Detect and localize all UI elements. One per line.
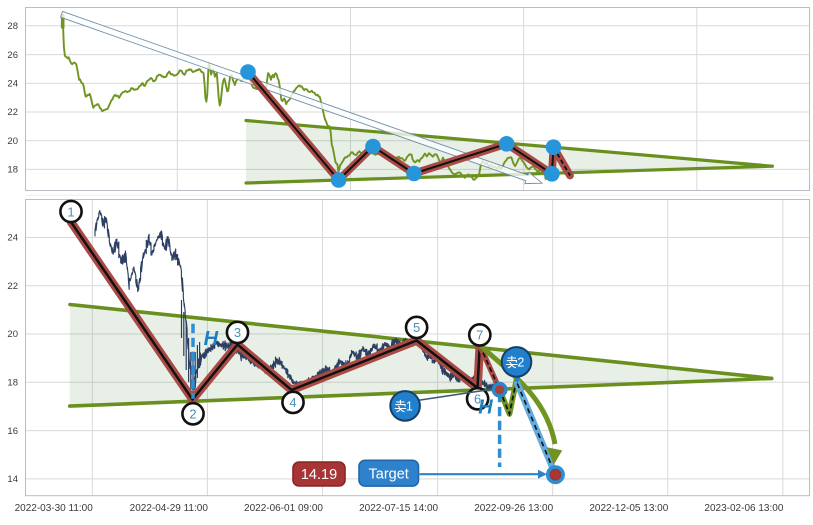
svg-text:2022-04-29 11:00: 2022-04-29 11:00: [130, 503, 209, 514]
svg-text:2: 2: [517, 356, 524, 370]
svg-text:20: 20: [7, 329, 18, 340]
svg-text:3: 3: [234, 325, 241, 340]
svg-text:2022-09-26 13:00: 2022-09-26 13:00: [474, 503, 553, 514]
svg-text:1: 1: [67, 204, 74, 219]
svg-text:H: H: [204, 328, 219, 350]
svg-text:2022-06-01 09:00: 2022-06-01 09:00: [244, 503, 323, 514]
svg-text:1: 1: [406, 400, 413, 414]
svg-text:2022-12-05 13:00: 2022-12-05 13:00: [589, 503, 668, 514]
svg-text:22: 22: [7, 281, 18, 292]
svg-text:2: 2: [189, 407, 196, 422]
svg-text:H: H: [478, 397, 493, 419]
svg-text:18: 18: [7, 165, 18, 176]
svg-text:14: 14: [7, 474, 18, 485]
svg-text:2022-07-15 14:00: 2022-07-15 14:00: [359, 503, 438, 514]
svg-text:2023-02-06 13:00: 2023-02-06 13:00: [704, 503, 783, 514]
svg-text:14.19: 14.19: [301, 467, 337, 483]
svg-text:28: 28: [7, 21, 18, 32]
svg-text:24: 24: [7, 79, 18, 90]
svg-text:24: 24: [7, 233, 18, 244]
svg-text:5: 5: [413, 320, 420, 335]
svg-text:Target: Target: [369, 467, 409, 483]
svg-text:2022-03-30 11:00: 2022-03-30 11:00: [15, 503, 94, 514]
svg-text:20: 20: [7, 136, 18, 147]
svg-text:18: 18: [7, 378, 18, 389]
svg-text:26: 26: [7, 50, 18, 61]
svg-text:7: 7: [476, 328, 483, 343]
svg-text:4: 4: [289, 395, 296, 410]
svg-text:6: 6: [474, 392, 481, 407]
svg-text:16: 16: [7, 426, 18, 437]
svg-text:22: 22: [7, 107, 18, 118]
